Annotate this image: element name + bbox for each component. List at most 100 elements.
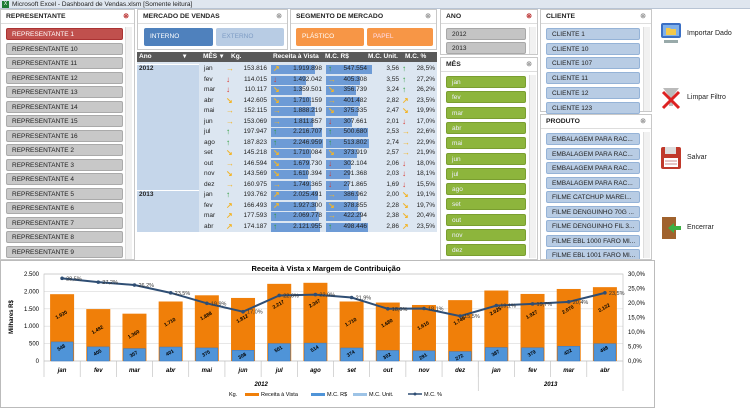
representante-item[interactable]: REPRESENTANTE 11 [6, 57, 123, 69]
scrollbar[interactable] [125, 27, 132, 259]
receita-data-label: 2.247 [308, 298, 322, 310]
representante-item[interactable]: REPRESENTANTE 16 [6, 129, 123, 142]
produto-item[interactable]: FILME EBL 1000 FARO MI... [546, 234, 640, 247]
trend-arrow-icon: ↑ [226, 190, 230, 199]
produto-item[interactable]: FILME DENGUINHO FIL 3... [546, 220, 640, 232]
mc-cell: 386.962 [343, 191, 368, 198]
mes-item[interactable]: mar [446, 106, 526, 119]
encerrar-button[interactable]: Encerrar [655, 216, 750, 246]
legend-label: M.C. Unit. [369, 392, 394, 398]
limpar-filtro-button[interactable]: Limpar Filtro [655, 86, 750, 116]
produto-item[interactable]: EMBALAGEM PARA RAC... [546, 147, 640, 160]
cliente-item[interactable]: CLIENTE 123 [546, 101, 640, 114]
representante-item[interactable]: REPRESENTANTE 3 [6, 158, 123, 171]
mc-unit-cell: 2,38 [386, 212, 399, 219]
mes-item[interactable]: set [446, 198, 526, 211]
representante-item[interactable]: REPRESENTANTE 12 [6, 71, 123, 84]
representante-item[interactable]: REPRESENTANTE 5 [6, 187, 123, 200]
cliente-item[interactable]: CLIENTE 12 [546, 86, 640, 99]
mc-data-bar [326, 65, 372, 74]
clear-filter-icon[interactable]: ⊗ [276, 13, 282, 20]
mes-item[interactable]: dez [446, 244, 526, 257]
clear-filter-icon[interactable]: ⊗ [526, 13, 532, 20]
trend-arrow-icon: → [402, 148, 410, 157]
produto-item[interactable]: EMBALAGEM PARA RAC... [546, 133, 640, 145]
mes-item[interactable]: out [446, 213, 526, 226]
representante-item[interactable]: REPRESENTANTE 6 [6, 202, 123, 214]
clear-filter-icon[interactable]: ⊗ [526, 61, 532, 68]
segmento-papel-button[interactable]: PAPEL [367, 28, 433, 46]
mes-item[interactable]: fev [446, 91, 526, 104]
representante-slicer: REPRESENTANTE ⊗ REPRESENTANTE 1 REPRESENTA… [0, 9, 135, 260]
scrollbar[interactable] [529, 75, 536, 258]
produto-item[interactable]: EMBALAGEM PARA RAC... [546, 176, 640, 189]
clear-filter-icon[interactable]: ⊗ [640, 13, 646, 20]
cliente-item[interactable]: CLIENTE 11 [546, 72, 640, 85]
segmento-plastico-button[interactable]: PLÁSTICO [296, 28, 364, 46]
kg-cell: 110.117 [244, 86, 267, 93]
mc-data-bar [326, 180, 349, 190]
representante-item[interactable]: REPRESENTANTE 10 [6, 42, 123, 55]
representante-item[interactable]: REPRESENTANTE 2 [6, 144, 123, 156]
scrollbar[interactable] [529, 27, 536, 54]
mercado-externo-button[interactable]: EXTERNO [216, 28, 284, 46]
year-label[interactable]: 2013 [139, 191, 154, 198]
produto-item[interactable]: EMBALAGEM PARA RAC... [546, 162, 640, 174]
table-row: abr ↘ 142.605 ↘ 1.710.159 → 401.482 2,82 ↗ 23,5% [199, 96, 437, 107]
cliente-item[interactable]: CLIENTE 10 [546, 42, 640, 55]
mc-data-label: 291 [418, 352, 428, 361]
importar-dado-button[interactable]: Importar Dado [655, 22, 750, 52]
legend-label: M.C. R$ [327, 392, 347, 398]
representante-item[interactable]: REPRESENTANTE 4 [6, 173, 123, 185]
mercado-interno-button[interactable]: INTERNO [144, 28, 213, 46]
mes-slicer: MÊS ⊗ jan fev mar abr mai jun jul ago set out nov de… [440, 57, 538, 260]
mes-item[interactable]: jul [446, 167, 526, 180]
clear-filter-icon[interactable]: ⊗ [425, 13, 431, 20]
mc-pct-label: 23,5% [175, 291, 191, 297]
col-header-mes[interactable]: MÊS [203, 53, 218, 60]
mes-item[interactable]: jan [446, 76, 526, 88]
trend-arrow-icon: ↓ [226, 85, 230, 94]
trend-arrow-icon: ↘ [402, 200, 409, 210]
mc-data-bar [326, 159, 352, 169]
col-header-ano[interactable]: Ano [139, 53, 152, 60]
representante-item[interactable]: REPRESENTANTE 15 [6, 115, 123, 127]
filter-icon[interactable]: ▾ [220, 53, 224, 60]
receita-cell: 1.710.159 [293, 96, 322, 104]
year-label[interactable]: 2012 [139, 65, 154, 72]
mes-item[interactable]: mai [446, 137, 526, 150]
clear-filter-icon[interactable]: ⊗ [640, 118, 646, 125]
scrollbar[interactable] [643, 27, 650, 111]
cliente-item[interactable]: CLIENTE 1 [546, 28, 640, 40]
cliente-item[interactable]: CLIENTE 107 [546, 57, 640, 70]
produto-item[interactable]: FILME DENGUINHO 70G ... [546, 205, 640, 218]
representante-item[interactable]: REPRESENTANTE 14 [6, 100, 123, 113]
representante-item[interactable]: REPRESENTANTE 13 [6, 86, 123, 98]
mc-bar [340, 347, 363, 362]
kg-cell: 114.015 [243, 75, 267, 83]
representante-item[interactable]: REPRESENTANTE 1 [6, 28, 123, 40]
mc-unit-cell: 2,28 [386, 201, 399, 209]
window-title-bar: X Microsoft Excel - Dashboard de Vendas.… [0, 0, 750, 9]
mes-item[interactable]: jun [446, 152, 526, 165]
ano-item[interactable]: 2013 [446, 41, 526, 54]
ano-item[interactable]: 2012 [446, 28, 526, 40]
table-row: ago ↑ 187.823 ↑ 2.246.959 ↑ 513.802 2,74 → 22,9% [199, 138, 437, 149]
mc-data-bar [326, 170, 351, 179]
legend-label: Receita à Vista [261, 392, 299, 398]
scrollbar[interactable] [643, 132, 650, 258]
trend-arrow-icon: ↓ [226, 74, 230, 84]
mes-item[interactable]: abr [446, 121, 526, 134]
produto-item[interactable]: FILME CATCHUP MAREI... [546, 191, 640, 203]
mes-item[interactable]: ago [446, 183, 526, 196]
representante-item[interactable]: REPRESENTANTE 8 [6, 231, 123, 243]
representante-item[interactable]: REPRESENTANTE 7 [6, 216, 123, 229]
produto-item[interactable]: FILME EBL 1001 FARO MI... [546, 249, 640, 259]
slicer-title: PRODUTO [546, 118, 580, 125]
representante-item[interactable]: REPRESENTANTE 9 [6, 245, 123, 258]
clear-filter-icon[interactable]: ⊗ [123, 13, 129, 20]
mes-item[interactable]: nov [446, 229, 526, 241]
mc-bar [231, 350, 255, 362]
salvar-button[interactable]: Salvar [655, 146, 750, 176]
filter-icon[interactable]: ▾ [183, 53, 187, 60]
